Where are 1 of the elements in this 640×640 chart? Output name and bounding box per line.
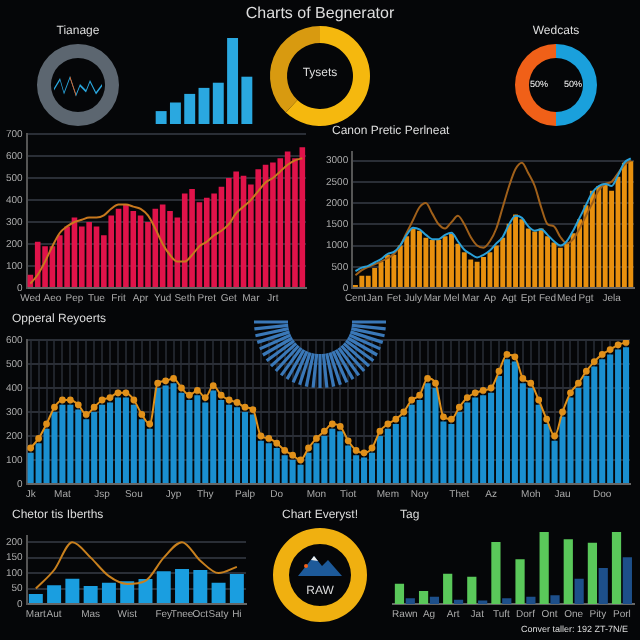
- text: Charts of Begnerator: [243, 4, 397, 22]
